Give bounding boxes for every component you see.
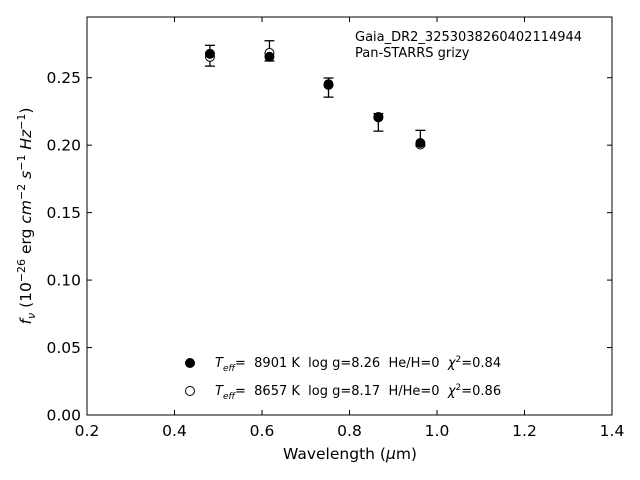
legend: Teff= 8901 K log g=8.26 He/H=0 χ2=0.84 T… xyxy=(185,355,501,402)
y-tick-label: 0.05 xyxy=(46,339,81,357)
y-axis-title: fν (10−26 erg cm−2 s−1 Hz−1) xyxy=(15,108,38,325)
legend-marker-filled xyxy=(185,358,195,368)
y-tick-label: 0.25 xyxy=(46,69,81,87)
legend-label-1: Teff= 8901 K log g=8.26 He/H=0 χ2=0.84 xyxy=(215,355,501,374)
target-annotation: Gaia_DR2_3253038260402114944 xyxy=(355,30,582,45)
survey-annotation: Pan-STARRS grizy xyxy=(355,46,470,61)
y-tick-label: 0.10 xyxy=(46,272,81,290)
y-axis-ticks: 0.00 0.05 0.10 0.15 0.20 0.25 xyxy=(46,69,612,425)
y-tick-label: 0.15 xyxy=(46,204,81,222)
x-tick-label: 0.8 xyxy=(337,422,362,440)
legend-marker-open xyxy=(185,386,195,396)
x-tick-label: 0.4 xyxy=(162,422,187,440)
x-tick-label: 0.6 xyxy=(250,422,275,440)
x-tick-label: 1.4 xyxy=(600,422,625,440)
filled-point xyxy=(373,111,384,122)
model-points xyxy=(204,48,426,150)
x-tick-label: 1.0 xyxy=(425,422,450,440)
x-axis-ticks: 0.2 0.4 0.6 0.8 1.0 1.2 1.4 xyxy=(75,17,625,440)
x-axis-title: Wavelength (μm) xyxy=(283,445,417,463)
y-tick-label: 0.00 xyxy=(46,407,81,425)
filled-point xyxy=(264,51,275,62)
y-tick-label: 0.20 xyxy=(46,137,81,155)
x-tick-label: 0.2 xyxy=(75,422,100,440)
x-tick-label: 1.2 xyxy=(512,422,537,440)
filled-point xyxy=(415,138,426,149)
filled-point xyxy=(204,48,215,59)
filled-point xyxy=(323,79,334,90)
legend-label-2: Teff= 8657 K log g=8.17 H/He=0 χ2=0.86 xyxy=(215,383,501,402)
